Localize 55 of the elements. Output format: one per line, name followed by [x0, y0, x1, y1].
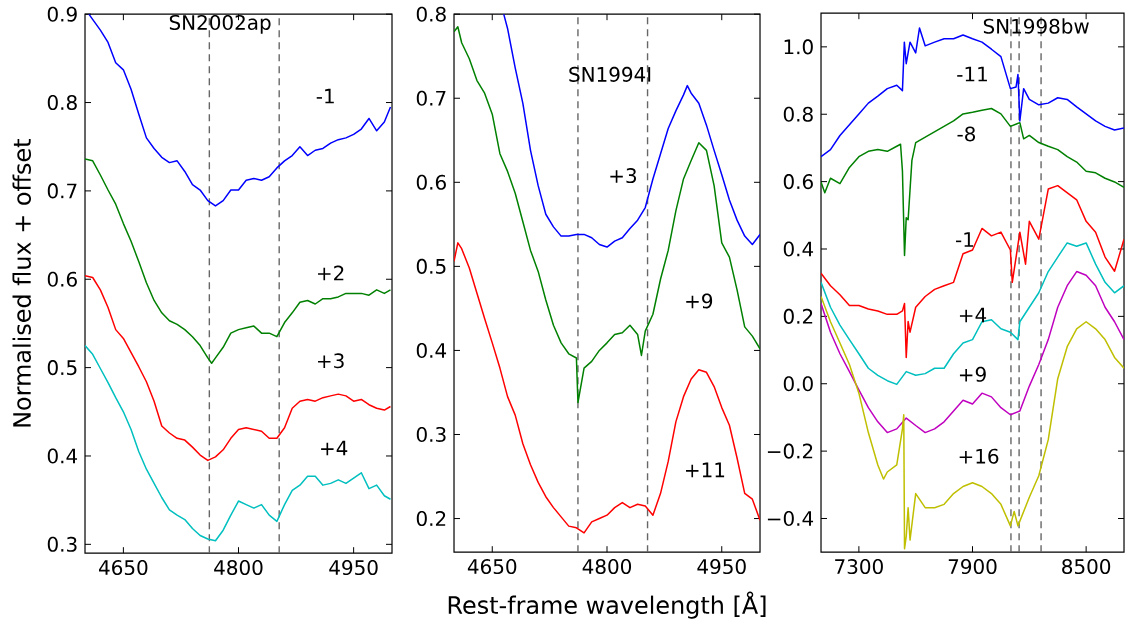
series-label: +16 — [959, 448, 999, 464]
x-tick-label: 7900 — [948, 558, 997, 574]
chart-title: SN1998bw — [983, 18, 1089, 34]
series-label: +4 — [959, 307, 987, 323]
y-tick-label: 0.5 — [47, 359, 77, 375]
x-tick-label: 7300 — [835, 558, 883, 574]
line-series — [821, 295, 1125, 550]
y-tick-label: 0.8 — [416, 6, 446, 22]
x-tick-label: 4650 — [99, 559, 148, 575]
chart-title: SN2002ap — [169, 14, 271, 34]
x-tick-label: 4950 — [697, 558, 746, 574]
y-tick-label: 0.7 — [416, 90, 446, 106]
x-tick-label: 4800 — [214, 559, 263, 575]
series-label: +11 — [686, 462, 725, 477]
y-tick-label: 0.9 — [47, 6, 77, 22]
y-tick-label: 0.4 — [783, 241, 814, 257]
y-tick-label: 1.0 — [784, 39, 813, 55]
series-label: -8 — [957, 126, 976, 142]
x-axis-title: Rest-frame wavelength [Å] — [448, 591, 766, 619]
x-tick-label: 4800 — [582, 558, 632, 574]
line-series — [454, 25, 761, 404]
line-series — [85, 344, 392, 542]
y-tick-label: 0.0 — [783, 376, 813, 392]
series-label: +9 — [686, 293, 713, 309]
line-series — [88, 13, 392, 207]
y-axis-title: Normalised flux + offset — [12, 138, 32, 427]
y-tick-label: 0.8 — [783, 106, 813, 122]
y-tick-label: 0.8 — [47, 94, 77, 110]
series-label: +3 — [610, 167, 637, 183]
series-label: -1 — [955, 232, 974, 247]
y-tick-label: −0.2 — [767, 443, 813, 459]
series-label: -11 — [957, 66, 987, 82]
y-tick-label: −0.4 — [767, 510, 814, 526]
y-tick-label: 0.5 — [416, 258, 446, 274]
y-tick-label: 0.2 — [416, 510, 446, 526]
line-series — [502, 13, 761, 248]
series-label: +2 — [318, 265, 344, 281]
x-tick-label: 8500 — [1062, 558, 1111, 574]
series-label: +9 — [959, 366, 986, 382]
line-series — [454, 241, 761, 534]
series-label: +3 — [318, 353, 344, 369]
y-tick-label: 0.7 — [47, 183, 77, 199]
y-tick-label: 0.6 — [783, 173, 813, 189]
y-tick-label: 0.4 — [416, 342, 447, 358]
x-tick-label: 4950 — [329, 559, 378, 575]
y-tick-label: 0.6 — [416, 174, 446, 190]
series-label: -1 — [316, 88, 334, 104]
y-tick-label: 0.6 — [47, 271, 77, 287]
y-tick-label: 0.3 — [416, 426, 446, 442]
y-tick-label: 0.2 — [783, 308, 813, 324]
y-tick-label: 0.4 — [47, 448, 78, 464]
series-label: +4 — [321, 440, 348, 456]
y-tick-label: 0.3 — [47, 536, 77, 552]
x-tick-label: 4650 — [467, 558, 517, 574]
text: SN1994I — [569, 66, 651, 82]
